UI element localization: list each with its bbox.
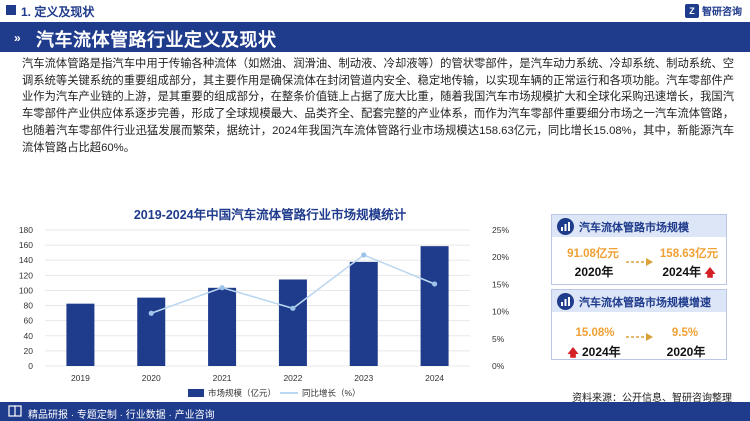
- card-value-right: 158.63亿元: [659, 248, 719, 260]
- growth-point: [361, 252, 367, 258]
- x-tick-label: 2019: [71, 373, 90, 383]
- bar: [278, 279, 307, 366]
- y-tick-label-left: 20: [24, 346, 34, 356]
- y-tick-label-left: 60: [24, 316, 34, 326]
- card-icon: [557, 218, 574, 235]
- source-note: 资料来源：公开信息、智研咨询整理: [572, 393, 732, 404]
- card-year-left: 🡅 2024年: [558, 343, 630, 363]
- dashed-arrow-icon: [626, 333, 653, 341]
- y-tick-label-right: 20%: [492, 252, 509, 262]
- section-label: 1. 定义及现状: [21, 5, 95, 19]
- x-tick-label: 2024: [425, 373, 444, 383]
- y-tick-label-right: 5%: [492, 334, 505, 344]
- growth-point: [148, 310, 154, 316]
- card-year-left: 2020年: [574, 265, 614, 279]
- y-tick-label-left: 120: [19, 270, 33, 280]
- bar: [66, 303, 95, 366]
- y-tick-label-right: 0%: [492, 361, 505, 371]
- y-tick-label-left: 40: [24, 331, 34, 341]
- market-size-card: 汽车流体管路市场规模 91.08亿元 2020年 158.63亿元 2024年 …: [551, 214, 727, 285]
- y-tick-label-left: 0: [28, 361, 33, 371]
- title-banner: » 汽车流体管路行业定义及现状: [0, 22, 750, 52]
- growth-rate-card: 汽车流体管路市场规模增速 15.08% 🡅 2024年 9.5% 2020年: [551, 289, 727, 360]
- up-arrow-icon: 🡅: [567, 347, 579, 359]
- y-tick-label-left: 160: [19, 240, 33, 250]
- bar: [420, 246, 449, 366]
- card-title: 汽车流体管路市场规模增速: [579, 297, 711, 309]
- legend-bar-label: 市场规模（亿元）: [208, 388, 276, 398]
- card-value-left: 15.08%: [575, 327, 615, 339]
- growth-point: [290, 305, 296, 311]
- card-header: 汽车流体管路市场规模增速: [552, 290, 726, 312]
- card-year-right: 2020年: [666, 345, 706, 359]
- dashed-arrow-icon: [626, 258, 653, 266]
- y-tick-label-right: 15%: [492, 279, 509, 289]
- brand-mark-icon: Z: [685, 3, 699, 18]
- footer-tagline: 精品研报 · 专题定制 · 行业数据 · 产业咨询: [28, 410, 215, 421]
- y-tick-label-left: 140: [19, 255, 33, 265]
- double-chevron-icon: »: [14, 31, 21, 45]
- intro-paragraph: 汽车流体管路是指汽车中用于传输各种流体（如燃油、润滑油、制动液、冷却液等）的管状…: [22, 58, 734, 154]
- growth-point: [431, 281, 438, 287]
- legend-bar-swatch: [188, 389, 204, 397]
- up-arrow-icon: 🡅: [704, 267, 716, 279]
- x-tick-label: 2021: [213, 373, 232, 383]
- page-title: 汽车流体管路行业定义及现状: [36, 30, 277, 50]
- card-year-right-label: 2024年: [662, 265, 702, 279]
- bar: [137, 297, 166, 366]
- y-tick-label-left: 80: [24, 301, 34, 311]
- card-value-right: 9.5%: [671, 327, 699, 339]
- y-tick-label-left: 100: [19, 285, 33, 295]
- brand-logo: Z 智研咨询: [685, 3, 742, 18]
- card-title: 汽车流体管路市场规模: [579, 222, 689, 234]
- card-year-left-label: 2024年: [581, 345, 621, 359]
- bar: [349, 261, 378, 366]
- growth-point: [219, 285, 225, 291]
- y-tick-label-left: 180: [19, 225, 33, 235]
- section-square-icon: [6, 5, 16, 15]
- market-size-chart: 0 20 40 60 80 100 120 140 160 180 0% 5% 10% 15% 20% 25…: [19, 225, 510, 398]
- book-icon: [8, 405, 22, 417]
- x-tick-label: 2020: [142, 373, 161, 383]
- x-tick-label: 2023: [354, 373, 373, 383]
- card-header: 汽车流体管路市场规模: [552, 215, 726, 237]
- card-icon: [557, 293, 574, 310]
- legend-line-label: 同比增长（%）: [302, 388, 361, 398]
- top-bar: 1. 定义及现状 Z 智研咨询: [0, 0, 750, 22]
- y-tick-label-right: 25%: [492, 225, 509, 235]
- y-tick-label-right: 10%: [492, 307, 509, 317]
- bar: [208, 287, 237, 366]
- brand-name: 智研咨询: [702, 7, 742, 18]
- card-year-right: 2024年 🡅: [656, 263, 722, 283]
- chart-title: 2019-2024年中国汽车流体管路行业市场规模统计: [133, 208, 407, 222]
- footer-bar: 精品研报 · 专题定制 · 行业数据 · 产业咨询: [0, 402, 750, 421]
- x-tick-label: 2022: [283, 373, 302, 383]
- card-value-left: 91.08亿元: [567, 248, 619, 260]
